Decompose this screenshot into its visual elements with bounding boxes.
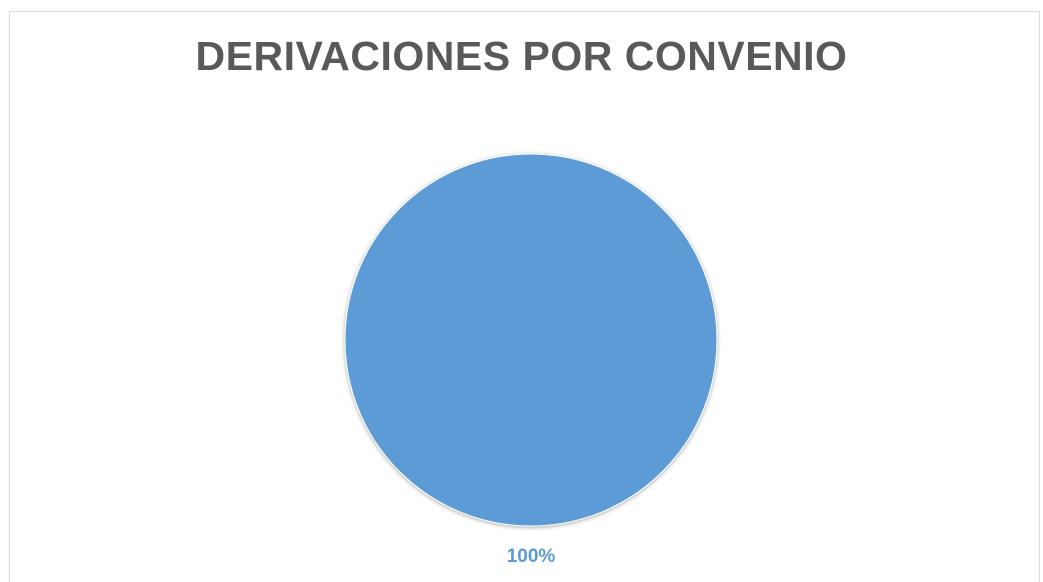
pie-labels: 100% [507, 546, 556, 567]
pie-slice [344, 153, 718, 527]
chart-title: DERIVACIONES POR CONVENIO [195, 33, 848, 79]
pie-data-label: 100% [507, 546, 556, 567]
pie-slices [344, 153, 718, 527]
